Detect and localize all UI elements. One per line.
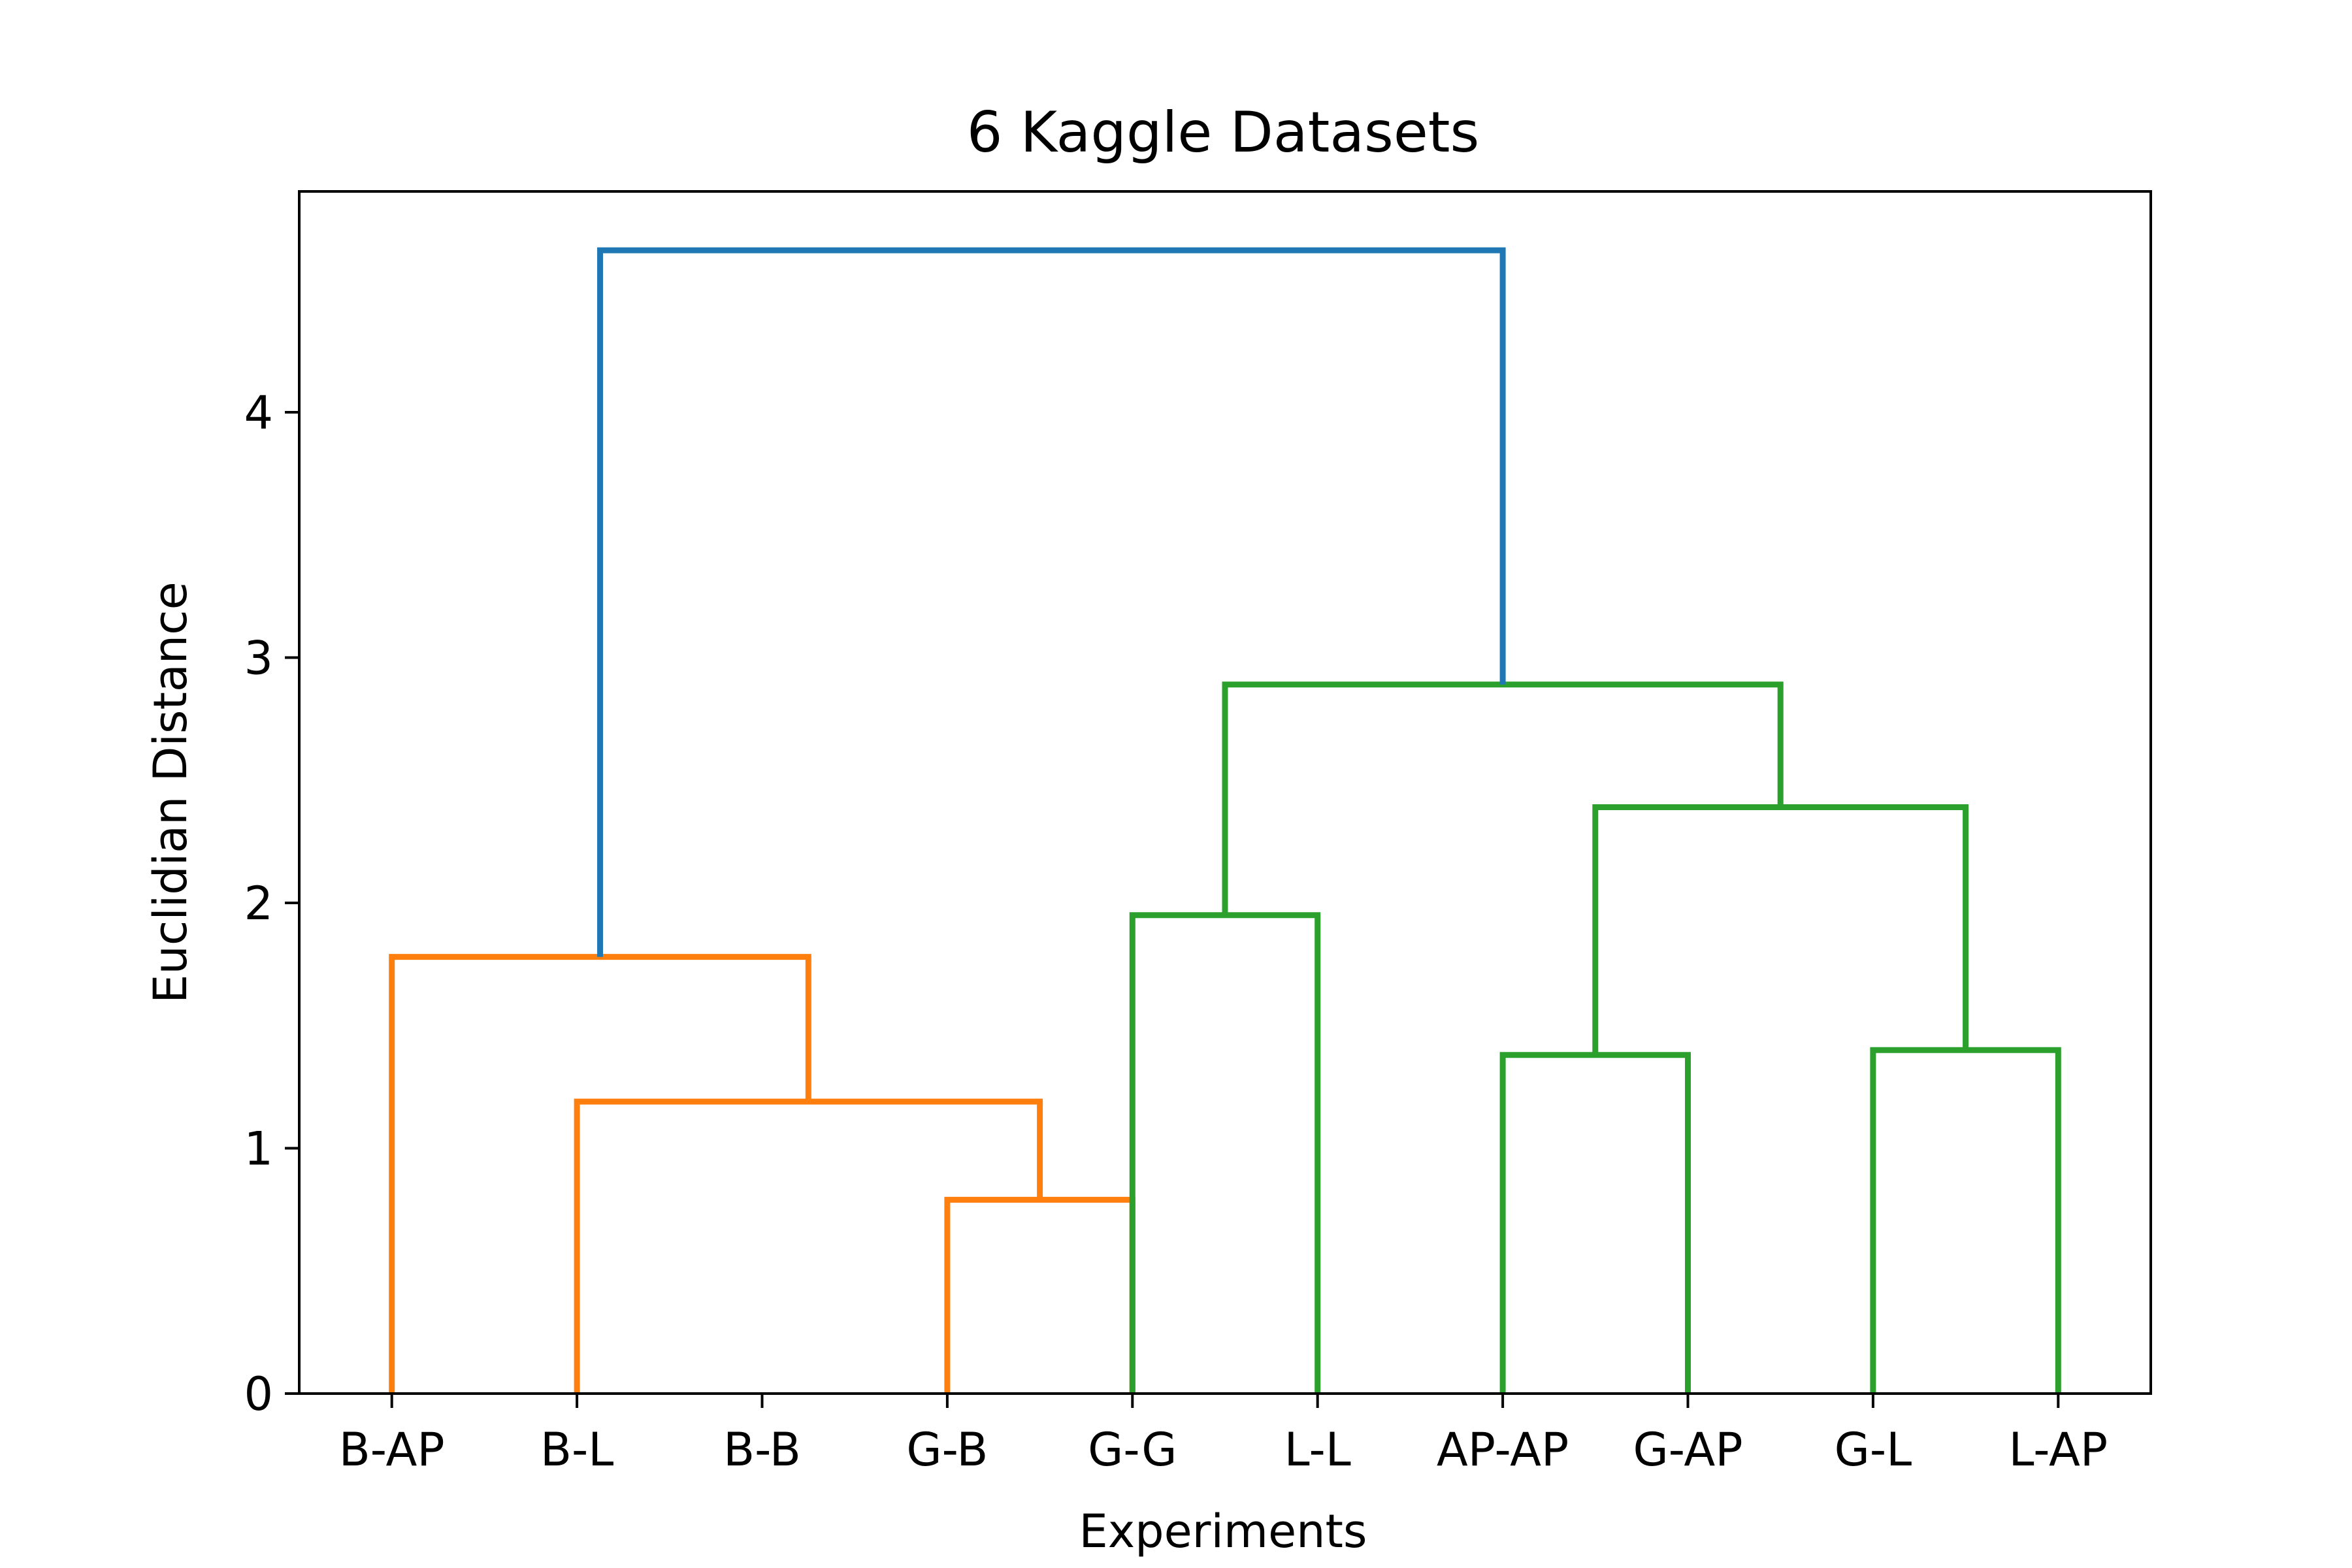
dendrogram-link-8	[597, 247, 1506, 957]
x-tick-label-g-ap: G-AP	[1633, 1423, 1742, 1477]
y-tick-label: 1	[244, 1122, 273, 1175]
dendrogram-link-3	[1129, 912, 1321, 1394]
x-tick-label-g-l: G-L	[1835, 1423, 1912, 1477]
dendrogram-link-1	[574, 1098, 1043, 1394]
y-axis-label: Euclidian Distance	[144, 581, 197, 1003]
dendrogram-link-6	[1592, 804, 1969, 1055]
x-axis-ticks: B-AP B-L B-B G-B G-G L-L AP-AP G-AP G-L L-AP	[339, 1394, 2108, 1477]
x-tick-label-g-g: G-G	[1088, 1423, 1177, 1477]
y-axis-ticks: 0 1 2 3 4	[244, 386, 299, 1421]
y-tick-label: 4	[244, 386, 273, 440]
dendrogram-link-5	[1870, 1047, 2061, 1394]
dendrogram-links	[389, 247, 2061, 1394]
x-tick-label-b-ap: B-AP	[339, 1423, 445, 1477]
x-tick-label-l-ap: L-AP	[2009, 1423, 2108, 1477]
dendrogram-link-4	[1499, 1052, 1691, 1394]
chart-title: 6 Kaggle Datasets	[967, 100, 1480, 165]
x-axis-label: Experiments	[1079, 1505, 1367, 1558]
dendrogram-link-0	[944, 1196, 1135, 1394]
x-tick-label-l-l: L-L	[1284, 1423, 1351, 1477]
y-tick-label: 2	[244, 877, 273, 930]
x-tick-label-ap-ap: AP-AP	[1437, 1423, 1569, 1477]
x-tick-label-b-l: B-L	[540, 1423, 613, 1477]
x-tick-label-g-b: G-B	[906, 1423, 988, 1477]
x-tick-label-b-b: B-B	[723, 1423, 801, 1477]
plot-frame	[298, 190, 2152, 1395]
dendrogram-link-2	[389, 954, 811, 1394]
y-tick-label: 0	[244, 1367, 273, 1421]
y-tick-label: 3	[244, 631, 273, 685]
dendrogram-link-7	[1222, 681, 1784, 915]
